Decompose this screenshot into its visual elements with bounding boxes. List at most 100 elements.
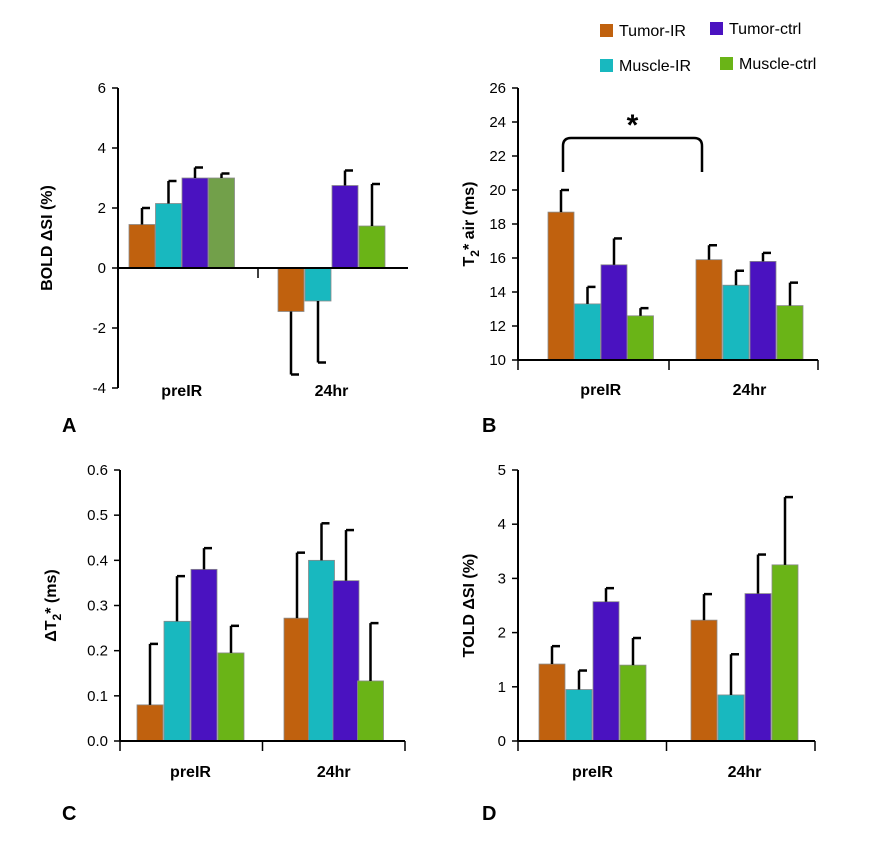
y-tick-label-a-0: -4 — [93, 380, 106, 397]
bar-a-tumor-ctrl-24hr — [331, 185, 359, 269]
panel-c: 0.0 0.1 0.2 0.3 0.4 0.5 0.6 preIR 24hr ΔT2* (ms) C — [43, 462, 406, 825]
error-bar-c-muscle-ir-24hr — [320, 522, 330, 561]
bar-a-muscle-ir-24hr — [304, 267, 332, 302]
y-tick-label-b-0: 10 — [489, 352, 506, 369]
y-tick-label-b-5: 20 — [489, 182, 506, 199]
category-label-a-preir: preIR — [161, 383, 202, 400]
y-tick-label-c-5: 0.5 — [87, 507, 108, 524]
bar-d-tumor-ctrl-preir — [592, 601, 620, 742]
error-bar-d-tumor-ir-preir — [550, 644, 560, 665]
y-tick-label-d-4: 4 — [498, 516, 506, 533]
error-bar-c-muscle-ctrl-preir — [229, 624, 239, 653]
y-tick-label-a-1: -2 — [93, 320, 106, 337]
y-axis-label-d: TOLD ΔSI (%) — [461, 554, 478, 658]
error-bar-d-muscle-ir-24hr — [729, 653, 739, 695]
error-bar-c-muscle-ir-preir — [175, 574, 185, 622]
panel-label-a: A — [62, 415, 76, 437]
bar-c-muscle-ir-24hr — [308, 559, 335, 742]
bar-d-muscle-ctrl-24hr — [771, 564, 799, 742]
bar-d-muscle-ctrl-preir — [619, 664, 647, 742]
error-bar-c-muscle-ctrl-24hr — [369, 621, 379, 681]
error-bar-a-muscle-ctrl-preir — [220, 172, 230, 178]
bar-b-tumor-ir-preir — [547, 211, 575, 361]
error-bar-d-tumor-ctrl-preir — [604, 586, 614, 602]
legend-swatch-tumor-ir — [600, 24, 613, 37]
bar-a-tumor-ctrl-preir — [181, 177, 209, 269]
category-label-d-24hr: 24hr — [728, 764, 762, 781]
significance-star: * — [627, 109, 639, 142]
error-bar-c-tumor-ir-preir — [148, 642, 158, 705]
bar-b-tumor-ctrl-24hr — [749, 260, 777, 361]
error-bar-b-tumor-ctrl-24hr — [761, 251, 771, 262]
panel-label-c: C — [62, 803, 76, 825]
error-bar-d-muscle-ctrl-preir — [631, 636, 641, 666]
error-bar-a-tumor-ctrl-24hr — [343, 169, 353, 186]
panel-b: 10 12 14 16 18 20 22 24 26 preIR 24hr T2* air (ms) B… — [461, 80, 819, 437]
bar-c-tumor-ir-preir — [136, 704, 164, 742]
legend-swatch-muscle-ir — [600, 59, 613, 72]
bar-d-tumor-ir-preir — [538, 663, 566, 742]
panel-label-b: B — [482, 415, 496, 437]
panel-d: 0 1 2 3 4 5 preIR 24hr TOLD ΔSI (%) D — [461, 462, 816, 825]
legend-swatch-muscle-ctrl — [720, 57, 733, 70]
y-tick-label-c-3: 0.3 — [87, 598, 108, 615]
category-label-c-preir: preIR — [170, 764, 211, 781]
significance-bracket — [561, 136, 704, 172]
error-bar-a-tumor-ctrl-preir — [193, 166, 203, 178]
y-tick-label-b-1: 12 — [489, 318, 506, 335]
error-bar-a-muscle-ir-preir — [167, 179, 177, 204]
y-tick-label-b-6: 22 — [489, 148, 506, 165]
y-tick-label-b-8: 26 — [489, 80, 506, 97]
bar-c-muscle-ctrl-24hr — [357, 680, 384, 742]
bar-d-tumor-ir-24hr — [690, 619, 718, 742]
legend: Tumor-IR Tumor-ctrl Muscle-IR Muscle-ctr… — [600, 21, 816, 75]
y-tick-label-b-2: 14 — [489, 284, 506, 301]
y-tick-label-c-0: 0.0 — [87, 733, 108, 750]
y-tick-label-a-4: 4 — [98, 140, 106, 157]
category-label-b-24hr: 24hr — [733, 382, 767, 399]
error-bar-a-muscle-ir-24hr — [316, 301, 326, 364]
error-bar-b-tumor-ctrl-preir — [612, 237, 622, 265]
error-bar-d-tumor-ir-24hr — [702, 592, 712, 621]
bar-a-muscle-ctrl-preir — [208, 177, 235, 269]
error-bar-b-muscle-ir-24hr — [734, 269, 744, 286]
y-tick-label-a-3: 2 — [98, 200, 106, 217]
y-tick-label-d-3: 3 — [498, 570, 506, 587]
legend-label-tumor-ir: Tumor-IR — [619, 23, 686, 40]
bar-c-muscle-ctrl-preir — [217, 652, 245, 742]
error-bar-c-tumor-ctrl-24hr — [344, 528, 354, 581]
error-bar-b-muscle-ir-preir — [586, 285, 596, 304]
bar-b-muscle-ir-24hr — [722, 284, 750, 361]
y-axis-label-a: BOLD ΔSI (%) — [39, 185, 56, 291]
bar-c-tumor-ir-24hr — [283, 617, 311, 742]
category-label-d-preir: preIR — [572, 764, 613, 781]
legend-swatch-tumor-ctrl — [710, 22, 723, 35]
legend-label-tumor-ctrl: Tumor-ctrl — [729, 21, 801, 38]
error-bar-b-muscle-ctrl-preir — [639, 306, 649, 316]
bar-a-muscle-ctrl-24hr — [358, 225, 386, 269]
y-tick-label-b-4: 18 — [489, 216, 506, 233]
y-tick-label-a-2: 0 — [98, 260, 106, 277]
legend-label-muscle-ir: Muscle-IR — [619, 58, 691, 75]
y-tick-label-d-5: 5 — [498, 462, 506, 479]
y-tick-label-c-6: 0.6 — [87, 462, 108, 479]
legend-label-muscle-ctrl: Muscle-ctrl — [739, 56, 816, 73]
y-tick-label-c-1: 0.1 — [87, 688, 108, 705]
bar-a-tumor-ir-24hr — [277, 267, 305, 312]
bar-a-tumor-ir-preir — [128, 224, 156, 269]
category-label-a-24hr: 24hr — [315, 383, 349, 400]
y-tick-label-b-3: 16 — [489, 250, 506, 267]
y-tick-label-d-2: 2 — [498, 625, 506, 642]
bar-b-tumor-ctrl-preir — [600, 264, 628, 361]
bar-d-muscle-ir-preir — [565, 689, 593, 742]
y-tick-label-b-7: 24 — [489, 114, 506, 131]
error-bar-b-tumor-ir-24hr — [707, 244, 717, 260]
bar-b-tumor-ir-24hr — [695, 259, 723, 361]
y-tick-label-d-0: 0 — [498, 733, 506, 750]
category-label-b-preir: preIR — [580, 382, 621, 399]
y-tick-label-d-1: 1 — [498, 679, 506, 696]
y-tick-label-a-5: 6 — [98, 80, 106, 97]
y-tick-label-c-2: 0.2 — [87, 643, 108, 660]
